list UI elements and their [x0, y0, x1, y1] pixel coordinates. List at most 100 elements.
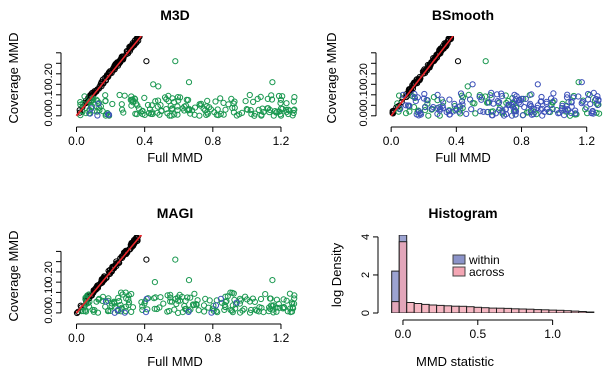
data-point — [139, 111, 146, 118]
data-point — [260, 109, 267, 116]
data-point — [589, 108, 596, 115]
data-point — [129, 304, 137, 311]
histogram-bar — [570, 310, 580, 313]
data-point — [478, 96, 485, 103]
data-point — [468, 106, 475, 113]
data-point — [108, 268, 115, 275]
data-point — [185, 308, 192, 315]
data-point — [230, 290, 237, 297]
data-point — [434, 110, 441, 118]
histogram-bar — [525, 308, 535, 313]
data-point — [284, 308, 291, 315]
data-point — [121, 309, 128, 316]
data-point — [268, 92, 275, 99]
x-axis-label: MMD statistic — [416, 354, 495, 369]
data-point — [476, 93, 483, 100]
data-point — [280, 296, 287, 303]
data-point — [484, 109, 491, 116]
series — [397, 79, 602, 119]
data-point — [104, 308, 112, 315]
data-point — [174, 309, 182, 316]
data-point — [116, 259, 123, 266]
data-point — [155, 83, 162, 90]
data-point — [402, 102, 409, 109]
histogram-bar — [555, 309, 565, 313]
x-axis: 0.0 0.4 0.8 1.2 — [68, 323, 290, 345]
data-point — [202, 295, 209, 302]
histogram-bar — [398, 241, 408, 313]
data-point — [99, 293, 107, 300]
data-point — [160, 300, 167, 307]
data-point — [533, 111, 540, 118]
data-point — [435, 51, 442, 58]
data-point — [221, 301, 228, 308]
plot-area — [75, 36, 298, 119]
data-point — [164, 308, 171, 315]
data-point — [242, 293, 249, 300]
data-point — [411, 94, 418, 101]
x-tick-label: 1.0 — [544, 327, 561, 341]
data-point — [154, 103, 161, 110]
data-point — [181, 107, 188, 114]
histogram-bar — [406, 302, 415, 313]
data-point — [151, 279, 158, 286]
data-point — [90, 96, 97, 104]
histogram-bar — [481, 307, 490, 313]
x-tick-label: 1.2 — [578, 134, 595, 148]
data-point — [153, 305, 160, 313]
data-point — [232, 305, 239, 312]
data-point — [236, 111, 243, 118]
data-point — [189, 301, 197, 308]
data-point — [172, 256, 179, 263]
y-tick-label: 4 — [360, 234, 372, 240]
series-across — [391, 241, 595, 313]
data-point — [150, 81, 157, 88]
data-point — [247, 306, 255, 314]
data-point — [193, 301, 200, 308]
data-point — [459, 98, 466, 105]
data-point — [77, 101, 84, 108]
data-point — [94, 108, 101, 115]
data-point — [592, 95, 600, 103]
histogram-bar — [413, 303, 423, 313]
data-point — [290, 98, 297, 105]
histogram-bar — [511, 308, 520, 313]
data-point — [543, 98, 550, 106]
y-axis: 0.000.100.20 — [43, 52, 62, 127]
data-point — [268, 96, 276, 103]
data-point — [402, 110, 410, 117]
data-point — [512, 111, 519, 118]
x-axis: 0.0 0.4 0.8 1.2 — [68, 126, 290, 148]
histogram-bar — [443, 305, 453, 313]
series — [77, 58, 298, 119]
data-point — [163, 106, 170, 113]
data-point — [133, 39, 140, 46]
data-point — [191, 290, 198, 297]
series — [78, 256, 298, 316]
data-point — [129, 96, 136, 103]
data-point — [94, 86, 101, 93]
data-point — [237, 309, 244, 316]
data-point — [477, 108, 484, 115]
data-point — [209, 305, 216, 312]
data-point — [119, 55, 126, 62]
data-point — [154, 109, 161, 116]
data-point — [111, 300, 118, 307]
data-point — [404, 102, 412, 109]
data-point — [267, 295, 274, 302]
x-tick-label: 0.0 — [68, 331, 85, 345]
reference-line-top — [390, 36, 454, 117]
data-point — [283, 109, 290, 116]
data-point — [137, 109, 144, 116]
legend-swatch — [452, 266, 466, 277]
data-point — [519, 112, 526, 119]
data-point — [94, 112, 101, 119]
x-axis-label: Full MMD — [147, 150, 203, 165]
data-point — [214, 309, 221, 316]
y-axis: 0.000.100.20 — [43, 250, 62, 324]
data-point — [585, 90, 592, 98]
data-point — [196, 101, 203, 108]
data-point — [187, 110, 194, 117]
data-point — [505, 101, 512, 108]
data-point — [102, 298, 110, 305]
